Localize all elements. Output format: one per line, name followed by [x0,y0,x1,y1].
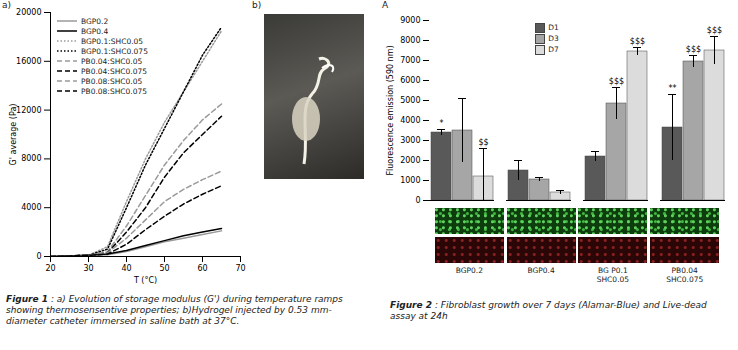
svg-text:4000: 4000 [21,203,41,212]
svg-text:T (°C): T (°C) [133,276,157,285]
html-text:b): b) [252,0,262,10]
svg-text:8000: 8000 [400,36,420,45]
html-text:Figure 2: Fibroblast growth ov: Figure 2: Fibroblast growth over 7 days … [390,300,707,321]
svg-text:G' average (Pa): G' average (Pa) [9,104,18,166]
html-text:BGP0.2: BGP0.2 [81,16,109,26]
html-text:BGP0.2: BGP0.2 [455,266,483,275]
svg-text:4000: 4000 [400,116,420,125]
svg-text:20000: 20000 [16,8,41,17]
svg-text:12000: 12000 [16,106,41,115]
html-text:BGP0.4: BGP0.4 [527,266,555,275]
svg-text:20: 20 [45,264,55,273]
html-text:BGP0.4: BGP0.4 [81,26,109,36]
svg-text:Fluorescence emission (590 nm): Fluorescence emission (590 nm) [386,45,395,175]
html-text:PB0.08:SHC0.05: PB0.08:SHC0.05 [81,76,143,86]
html-text:BGP0.1:SHC0.05: BGP0.1:SHC0.05 [81,36,144,46]
html-text:a): a) [2,0,11,10]
svg-text:1000: 1000 [400,176,420,185]
svg-text:16000: 16000 [16,57,41,66]
svg-text:7000: 7000 [400,56,420,65]
svg-text:**: ** [669,84,677,93]
svg-text:0: 0 [36,252,41,261]
html-text:BGP0.1:SHC0.075: BGP0.1:SHC0.075 [81,46,148,56]
html-text:Figure 1: a) Evolution of stor: Figure 1: a) Evolution of storage modulu… [6,294,343,326]
svg-text:3000: 3000 [400,136,420,145]
svg-text:40: 40 [121,264,131,273]
svg-text:*: * [440,119,444,128]
svg-text:$$$: $$$ [686,45,701,54]
html-text:PB0.04:SHC0.075: PB0.04:SHC0.075 [81,66,147,76]
svg-text:70: 70 [235,264,245,273]
svg-text:0: 0 [415,196,420,205]
html-text:BG P0.1 SHC0.05: BG P0.1 SHC0.05 [596,266,630,284]
svg-text:50: 50 [159,264,169,273]
svg-text:60: 60 [197,264,207,273]
svg-text:$$$: $$$ [609,77,624,86]
svg-text:8000: 8000 [21,154,41,163]
html-text:PB0.04:SHC0.05: PB0.04:SHC0.05 [81,56,143,66]
html-text:PB0.04 SHC0.075: PB0.04 SHC0.075 [666,266,704,284]
html-text:D3: D3 [548,34,559,43]
svg-text:5000: 5000 [400,96,420,105]
html-text:A: A [382,0,389,10]
html-text:PB0.08:SHC0.075: PB0.08:SHC0.075 [81,86,147,96]
svg-text:30: 30 [83,264,93,273]
html-text:D1: D1 [548,23,559,32]
svg-text:2000: 2000 [400,156,420,165]
svg-text:$$$: $$$ [707,26,722,35]
svg-text:9000: 9000 [400,16,420,25]
svg-text:$$$: $$$ [630,37,645,46]
svg-text:6000: 6000 [400,76,420,85]
html-text:D7: D7 [548,45,559,54]
svg-text:$$: $$ [478,138,488,147]
